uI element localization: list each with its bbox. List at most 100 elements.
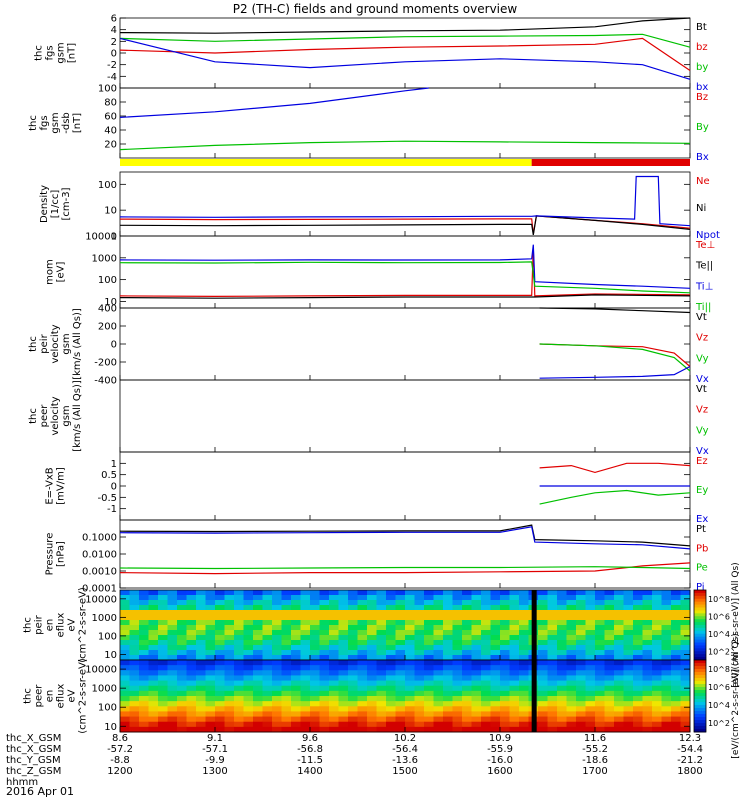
heatmap-cell <box>243 625 254 631</box>
heatmap-cell <box>395 610 406 616</box>
heatmap-cell <box>519 635 529 641</box>
heatmap-cell <box>281 675 292 682</box>
heatmap-cell <box>471 726 482 733</box>
heatmap-cell <box>424 716 434 723</box>
heatmap-cell <box>177 630 187 636</box>
heatmap-cell <box>671 640 681 646</box>
heatmap-cell <box>253 706 263 712</box>
heatmap-cell <box>196 660 206 666</box>
heatmap-cell <box>272 726 282 733</box>
heatmap-cell <box>348 675 358 682</box>
heatmap-cell <box>281 711 292 718</box>
heatmap-cell <box>319 635 330 641</box>
heatmap-cell <box>680 721 691 728</box>
heatmap-cell <box>490 605 501 611</box>
colorbar-segment <box>694 711 706 715</box>
y-axis-label: [cm-3] <box>61 187 72 220</box>
heatmap-cell <box>614 635 624 641</box>
heatmap-cell <box>300 711 311 718</box>
heatmap-cell <box>291 635 301 641</box>
colorbar-segment <box>694 592 706 597</box>
heatmap-cell <box>661 635 672 641</box>
heatmap-cell <box>661 620 672 626</box>
heatmap-cell <box>500 680 510 687</box>
heatmap-cell <box>604 595 615 601</box>
heatmap-cell <box>614 600 624 606</box>
heatmap-cell <box>215 640 225 646</box>
heatmap-cell <box>604 640 615 646</box>
footer-value: 1700 <box>582 766 607 777</box>
heatmap-cell <box>623 590 634 596</box>
heatmap-cell <box>557 645 567 651</box>
heatmap-cell <box>566 590 577 596</box>
heatmap-cell <box>300 595 311 601</box>
heatmap-cell <box>234 605 244 611</box>
date-label: 2016 Apr 01 <box>6 785 75 798</box>
legend-entry: Ey <box>696 485 708 496</box>
heatmap-cell <box>120 696 130 702</box>
heatmap-cell <box>224 701 235 707</box>
heatmap-cell <box>538 615 548 621</box>
heatmap-cell <box>405 645 415 651</box>
heatmap-cell <box>661 625 672 631</box>
heatmap-cell <box>272 590 282 596</box>
heatmap-cell <box>433 675 444 682</box>
heatmap-cell <box>547 690 558 697</box>
heatmap-cell <box>167 660 178 666</box>
heatmap-cell <box>462 645 472 651</box>
heatmap-cell <box>357 640 368 646</box>
heatmap-cell <box>262 685 273 692</box>
y-tick-label: 10 <box>104 650 117 661</box>
heatmap-cell <box>262 721 273 728</box>
colorbar-segment <box>694 633 706 638</box>
heatmap-cell <box>509 721 520 728</box>
y-tick-label: 0 <box>111 482 117 493</box>
heatmap-cell <box>319 701 330 707</box>
heatmap-cell <box>452 660 463 666</box>
heatmap-cell <box>177 721 187 728</box>
heatmap-cell <box>405 650 415 656</box>
heatmap-cell <box>433 660 444 666</box>
heatmap-cell <box>642 706 653 712</box>
heatmap-cell <box>262 711 273 718</box>
heatmap-cell <box>433 690 444 697</box>
heatmap-cell <box>661 670 672 676</box>
quality-bar-yellow <box>120 159 532 166</box>
heatmap-cell <box>348 605 358 611</box>
heatmap-cell <box>595 645 605 651</box>
heatmap-cell <box>509 665 520 671</box>
heatmap-cell <box>642 675 653 682</box>
heatmap-cell <box>443 605 453 611</box>
heatmap-cell <box>148 696 159 702</box>
heatmap-cell <box>652 690 662 697</box>
heatmap-cell <box>509 680 520 687</box>
heatmap-cell <box>433 680 444 687</box>
heatmap-cell <box>500 655 510 661</box>
heatmap-cell <box>595 630 605 636</box>
heatmap-cell <box>623 605 634 611</box>
heatmap-cell <box>471 600 482 606</box>
heatmap-cell <box>623 650 634 656</box>
heatmap-cell <box>604 716 615 723</box>
heatmap-cell <box>300 660 311 666</box>
footer-value: -21.2 <box>677 755 703 766</box>
heatmap-cell <box>329 721 339 728</box>
heatmap-cell <box>576 610 586 616</box>
heatmap-cell <box>310 685 320 692</box>
heatmap-cell <box>139 640 149 646</box>
heatmap-cell <box>623 630 634 636</box>
heatmap-cell <box>566 625 577 631</box>
heatmap-cell <box>462 635 472 641</box>
heatmap-cell <box>253 711 263 718</box>
heatmap-cell <box>519 665 529 671</box>
heatmap-cell <box>576 701 586 707</box>
heatmap-cell <box>642 685 653 692</box>
heatmap-cell <box>177 716 187 723</box>
heatmap-cell <box>262 701 273 707</box>
heatmap-cell <box>234 721 244 728</box>
heatmap-cell <box>500 660 510 666</box>
heatmap-cell <box>661 630 672 636</box>
heatmap-cell <box>243 645 254 651</box>
heatmap-cell <box>386 650 396 656</box>
heatmap-cell <box>671 615 681 621</box>
